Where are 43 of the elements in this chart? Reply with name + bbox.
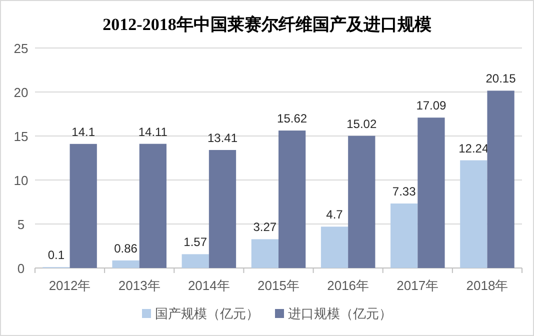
data-label: 14.11 — [138, 124, 168, 139]
legend-label: 国产规模（亿元） — [155, 306, 259, 321]
x-tick-label: 2014年 — [188, 278, 230, 293]
bar — [418, 118, 445, 268]
y-tick-label: 20 — [14, 85, 28, 100]
x-tick-label: 2013年 — [118, 278, 160, 293]
y-tick-label: 25 — [14, 41, 28, 56]
bar — [460, 160, 488, 268]
bar — [390, 203, 418, 268]
data-label: 13.41 — [207, 130, 238, 145]
data-label: 12.24 — [458, 141, 489, 156]
bar — [278, 130, 306, 268]
data-label: 14.1 — [72, 124, 96, 139]
x-tick-label: 2016年 — [327, 278, 370, 293]
x-tick-label: 2017年 — [396, 278, 439, 293]
y-tick-label: 0 — [17, 261, 25, 276]
legend-label: 进口规模（亿元） — [288, 306, 392, 321]
y-tick-label: 15 — [14, 129, 28, 144]
data-label: 17.09 — [416, 98, 447, 113]
bar — [112, 260, 140, 268]
bar — [208, 150, 236, 268]
x-tick-label: 2012年 — [48, 278, 91, 293]
data-label: 1.57 — [184, 235, 208, 250]
data-label: 0.86 — [114, 241, 138, 256]
bar — [182, 254, 209, 268]
data-label: 3.27 — [253, 220, 277, 234]
bar — [348, 136, 376, 268]
data-label: 7.33 — [392, 184, 416, 198]
x-tick-label: 2015年 — [258, 278, 300, 293]
data-label: 15.62 — [277, 112, 308, 126]
data-label: 15.02 — [346, 116, 377, 131]
bar — [251, 239, 278, 268]
x-tick-label: 2018年 — [466, 278, 508, 293]
bar — [139, 144, 166, 268]
bar — [70, 144, 97, 268]
y-tick-label: 10 — [14, 173, 28, 188]
chart-title: 2012-2018年中国莱赛尔纤维国产及进口规模 — [102, 15, 432, 34]
data-label: 0.1 — [48, 248, 65, 262]
y-tick-label: 5 — [17, 217, 25, 232]
data-label: 20.15 — [486, 72, 516, 86]
data-label: 4.7 — [326, 208, 344, 222]
bar — [487, 90, 514, 268]
bar — [320, 226, 348, 268]
